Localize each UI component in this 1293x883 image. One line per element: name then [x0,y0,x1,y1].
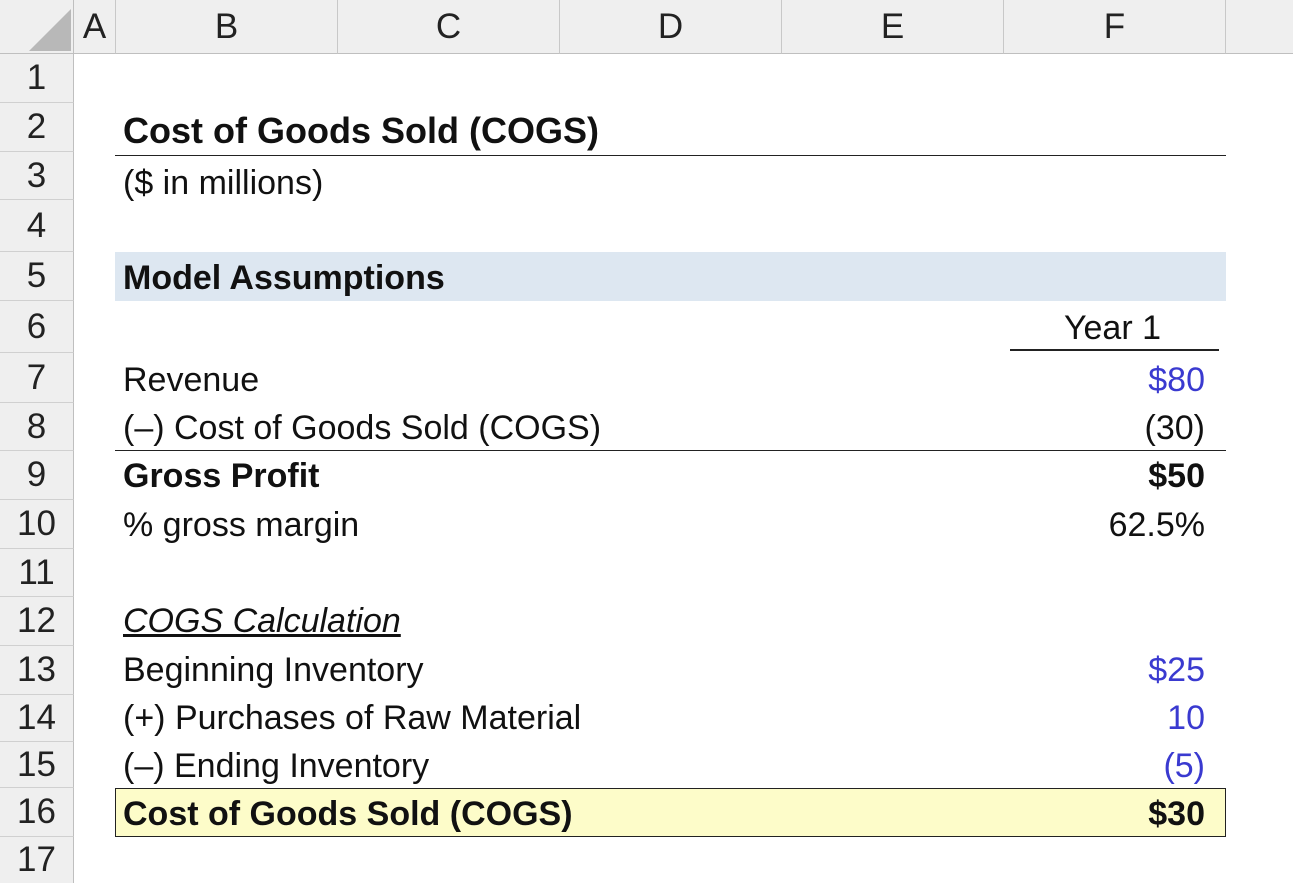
row-header-11[interactable]: 11 [0,549,74,597]
revenue-label[interactable]: Revenue [123,361,260,399]
select-all-triangle-icon [29,9,71,51]
row-header-8[interactable]: 8 [0,403,74,451]
column-header-f[interactable]: F [1004,0,1226,54]
title-underline [115,155,1226,156]
section-header-fill [115,252,1226,301]
row-header-12[interactable]: 12 [0,597,74,646]
row-header-1[interactable]: 1 [0,54,74,103]
row-header-3[interactable]: 3 [0,152,74,200]
gross-profit-label[interactable]: Gross Profit [123,457,320,495]
column-header-g[interactable] [1226,0,1293,54]
cogs-value[interactable]: (30) [1144,409,1205,447]
section-header[interactable]: Model Assumptions [123,259,445,297]
gross-profit-value[interactable]: $50 [1148,457,1205,495]
row-header-14[interactable]: 14 [0,695,74,742]
revenue-value[interactable]: $80 [1148,361,1205,399]
column-header-e[interactable]: E [782,0,1004,54]
row-header-5[interactable]: 5 [0,252,74,301]
purchases-value[interactable]: 10 [1167,699,1205,737]
cogs-label[interactable]: (–) Cost of Goods Sold (COGS) [123,409,602,447]
row-header-17[interactable]: 17 [0,837,74,883]
column-header-b[interactable]: B [116,0,338,54]
row-header-6[interactable]: 6 [0,301,74,353]
purchases-label[interactable]: (+) Purchases of Raw Material [123,699,582,737]
gross-margin-value[interactable]: 62.5% [1108,506,1205,544]
model-title[interactable]: Cost of Goods Sold (COGS) [123,110,599,151]
gross-margin-label[interactable]: % gross margin [123,506,360,544]
row-header-2[interactable]: 2 [0,103,74,152]
row-header-16[interactable]: 16 [0,788,74,837]
column-header-a[interactable]: A [74,0,116,54]
select-all-corner[interactable] [0,0,74,54]
cogs-total-label[interactable]: Cost of Goods Sold (COGS) [123,795,573,833]
row-header-13[interactable]: 13 [0,646,74,695]
year-header-underline [1010,349,1219,351]
cogs-total-highlight [115,788,1226,837]
column-header-d[interactable]: D [560,0,782,54]
ending-inventory-label[interactable]: (–) Ending Inventory [123,747,430,785]
beginning-inventory-value[interactable]: $25 [1148,651,1205,689]
beginning-inventory-label[interactable]: Beginning Inventory [123,651,424,689]
column-header-c[interactable]: C [338,0,560,54]
units-subtitle[interactable]: ($ in millions) [123,164,324,202]
row-header-10[interactable]: 10 [0,500,74,549]
period-header[interactable]: Year 1 [1063,309,1161,347]
row-header-7[interactable]: 7 [0,353,74,403]
row-header-9[interactable]: 9 [0,451,74,500]
cogs-total-value[interactable]: $30 [1148,795,1205,833]
row-header-4[interactable]: 4 [0,200,74,252]
gross-profit-topline [115,450,1226,451]
cogs-calc-header[interactable]: COGS Calculation [123,602,401,640]
ending-inventory-value[interactable]: (5) [1163,747,1205,785]
row-header-15[interactable]: 15 [0,742,74,788]
